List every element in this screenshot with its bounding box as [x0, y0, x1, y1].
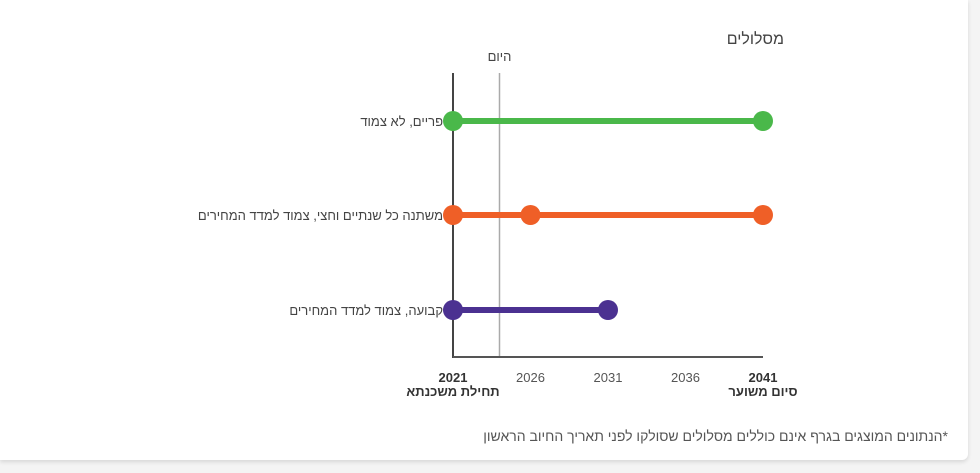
- track-point: [753, 111, 773, 131]
- x-tick-label: 2036: [671, 370, 700, 385]
- x-tick-label: 2021: [439, 370, 468, 385]
- track-point: [443, 300, 463, 320]
- track-point: [443, 205, 463, 225]
- footnote: *הנתונים המוצגים בגרף אינם כוללים מסלולי…: [483, 428, 948, 444]
- track-label: משתנה כל שנתיים וחצי, צמוד למדד המחירים: [198, 208, 443, 223]
- x-tick-label: 2031: [594, 370, 623, 385]
- today-label: היום: [488, 49, 512, 64]
- track-label: קבועה, צמוד למדד המחירים: [289, 303, 443, 318]
- x-tick-label: 2026: [516, 370, 545, 385]
- x-tick-label: 2041: [749, 370, 778, 385]
- track-label: פריים, לא צמוד: [360, 114, 443, 129]
- track-point: [520, 205, 541, 225]
- track-point: [598, 300, 618, 320]
- x-tick-sublabel: תחילת משכנתא: [406, 384, 499, 399]
- chart-title: מסלולים: [726, 31, 784, 48]
- x-tick-sublabel: סיום משוער: [728, 384, 797, 399]
- track-point: [753, 205, 773, 225]
- track-point: [443, 111, 463, 131]
- chart-card: מסלולים *הנתונים המוצגים בגרף אינם כוללי…: [0, 0, 968, 460]
